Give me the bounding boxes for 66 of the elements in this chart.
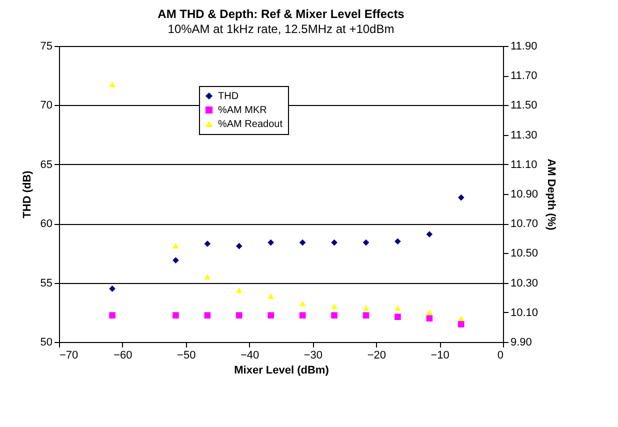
point (426, 315, 433, 322)
point (172, 243, 179, 249)
y2-tick-label: 10.90 (510, 188, 538, 200)
point (268, 312, 274, 319)
legend-label: %AM MKR (218, 105, 267, 116)
point (236, 287, 242, 293)
y2-tick-label: 10.50 (510, 248, 538, 260)
point (172, 312, 179, 319)
y-tick-label: 50 (40, 336, 52, 348)
y2-tick-label: 10.70 (510, 218, 538, 230)
y2-tick-label: 11.10 (510, 158, 538, 171)
x-tick-label: −60 (114, 350, 132, 362)
y-tick-label: 65 (40, 158, 52, 171)
y2-tick-label: 9.90 (510, 336, 532, 348)
y2-tick-label: 11.50 (510, 100, 538, 112)
point (204, 274, 211, 280)
point (172, 257, 179, 264)
legend-label: THD (218, 91, 239, 102)
point (299, 300, 306, 306)
point (299, 239, 306, 246)
point (331, 312, 338, 319)
x-tick-label: −10 (430, 350, 450, 362)
point (362, 239, 370, 246)
y-tick-label: 60 (40, 218, 52, 230)
point (426, 310, 433, 316)
x-tick-label: −50 (177, 350, 196, 362)
point (299, 312, 306, 319)
y2-tick-label: 11.30 (510, 129, 538, 142)
point (236, 242, 242, 250)
point (236, 312, 242, 319)
point (268, 293, 274, 299)
legend-label: %AM Readout (218, 119, 283, 130)
y-axis-title: THD (dB) (21, 170, 34, 218)
point (268, 239, 274, 246)
point (458, 194, 464, 201)
y2-tick-label: 11.90 (510, 40, 538, 52)
point (458, 321, 464, 328)
y-tick-label: 55 (40, 277, 52, 290)
x-axis-title: Mixer Level (dBm) (234, 364, 330, 376)
x-tick-label: 0 (497, 350, 504, 362)
y2-axis-title: AM Depth (%) (545, 158, 558, 231)
x-tick-label: −20 (367, 350, 386, 362)
point (331, 239, 338, 246)
y-tick-label: 75 (40, 40, 52, 52)
y-tick-label: 70 (40, 100, 52, 112)
point (394, 238, 401, 245)
y2-tick-label: 10.10 (510, 306, 538, 319)
x-tick-label: −30 (304, 350, 323, 362)
point (458, 316, 464, 322)
x-tick-label: −70 (60, 350, 78, 362)
y2-tick-label: 10.30 (510, 277, 538, 290)
chart-title: AM THD & Depth: Ref & Mixer Level Effects (158, 7, 405, 21)
point (109, 82, 116, 88)
point (362, 305, 370, 311)
y2-tick-label: 11.70 (510, 70, 538, 82)
chart-subtitle: 10%AM at 1kHz rate, 12.5MHz at +10dBm (168, 22, 394, 36)
point (109, 286, 116, 292)
x-tick-label: −40 (240, 350, 260, 362)
point (109, 312, 116, 319)
point (426, 231, 433, 238)
point (362, 312, 370, 319)
point (394, 314, 401, 320)
point (331, 304, 338, 310)
point (204, 240, 211, 247)
point (204, 312, 211, 319)
point (394, 305, 401, 311)
